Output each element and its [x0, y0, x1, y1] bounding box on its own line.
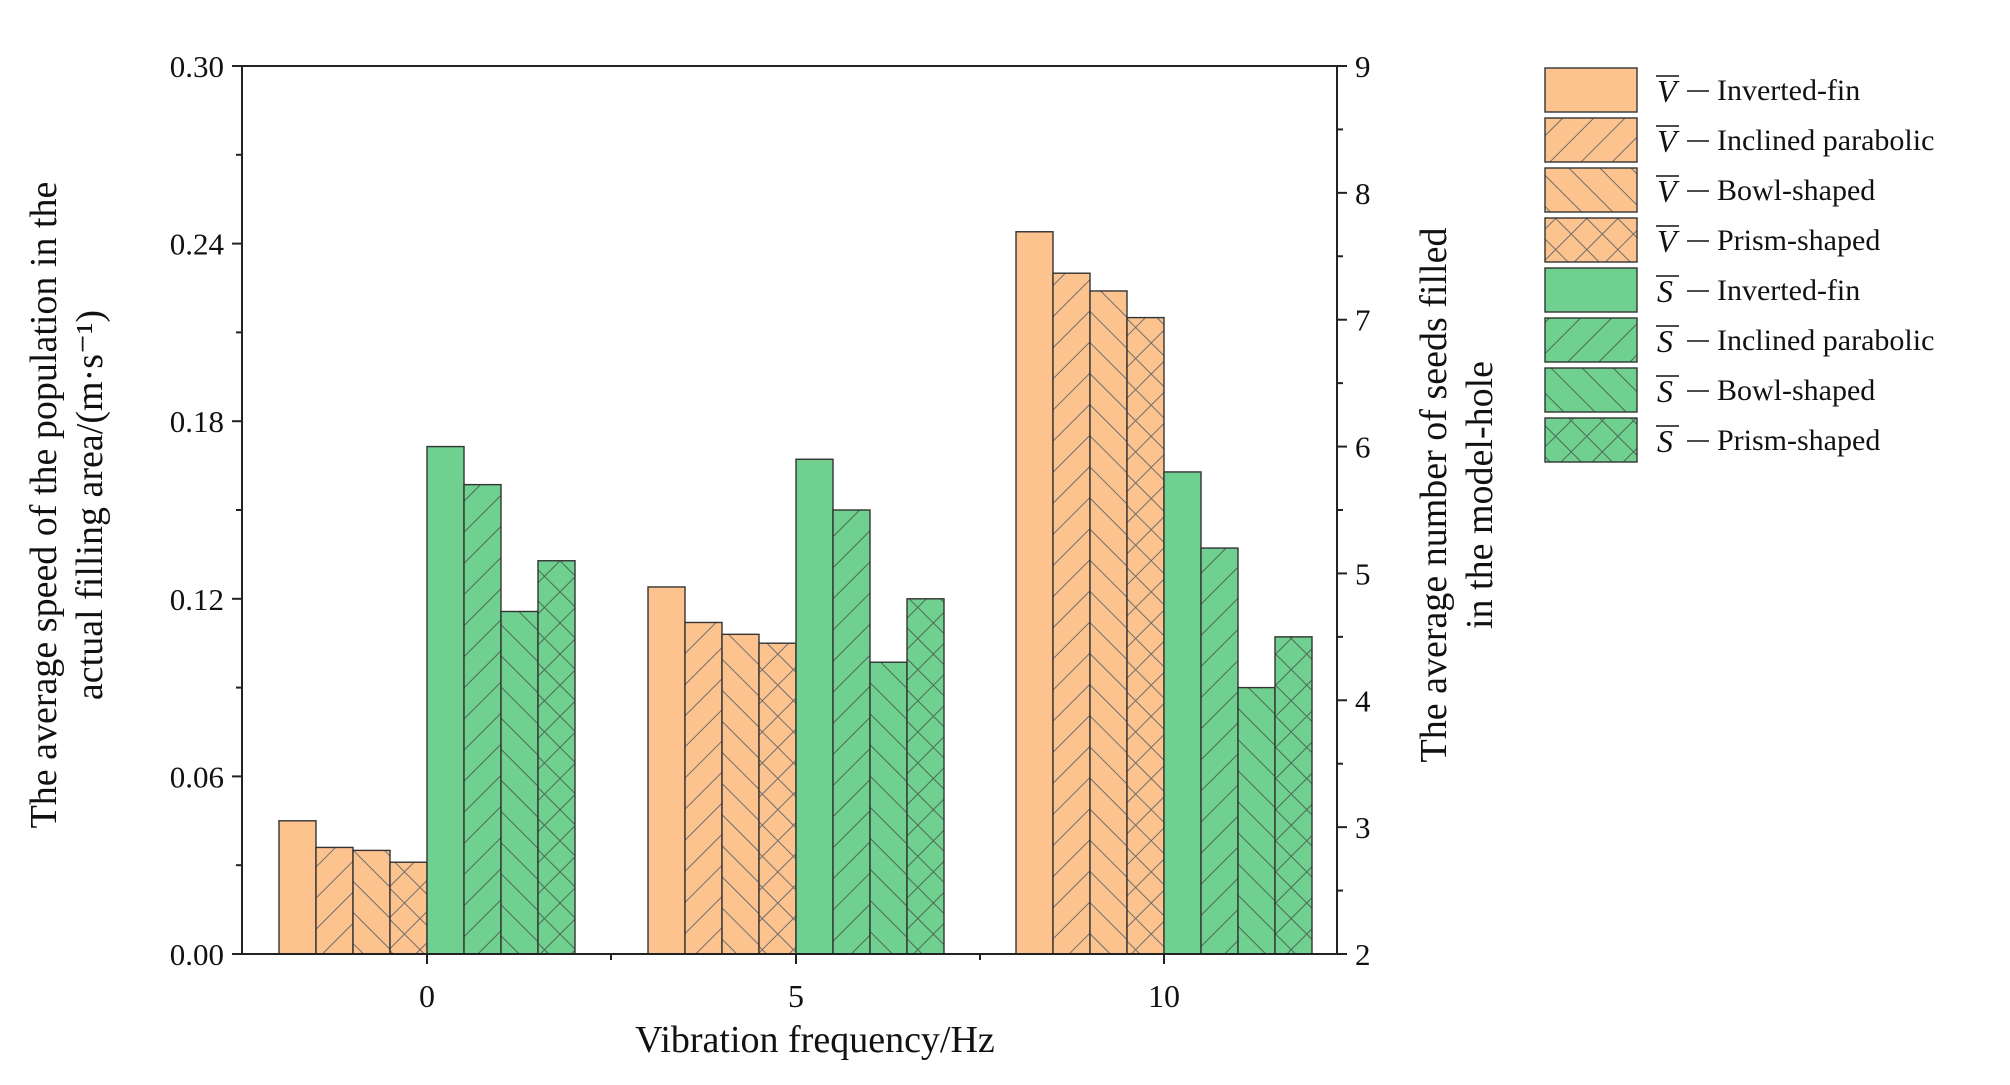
bar-V-prism-shaped-0hz [389, 861, 428, 955]
y2-tick-label: 9 [1355, 49, 1371, 84]
axes-layer: 0.00 0.06 0.12 0.18 0.24 0.30 2 3 4 5 6 7 8 9 0 5 10 [170, 49, 1371, 1014]
legend: V Inverted-fin V Inclined parabolic V Bowl-sh… [1544, 67, 1934, 463]
legend-item: S Inclined parabolic [1544, 317, 1934, 363]
y-tick-label: 0.06 [170, 759, 224, 794]
bar-V-inclined-parabolic-5hz [684, 621, 723, 955]
legend-label: Prism-shaped [1717, 224, 1880, 257]
legend-label: Bowl-shaped [1717, 174, 1875, 207]
bar-V-inverted-fin-0hz [278, 820, 317, 955]
legend-swatch [1544, 267, 1638, 313]
bar-S-bowl-shaped-5hz [869, 661, 908, 955]
bars-layer [278, 231, 1313, 955]
y-tick-label: 0.24 [170, 227, 225, 262]
legend-item: S Bowl-shaped [1544, 367, 1875, 413]
y-axis-title-line-1: The average speed of the population in t… [23, 182, 65, 829]
legend-label: Inverted-fin [1717, 274, 1860, 307]
legend-swatch [1544, 367, 1638, 413]
bar-S-inverted-fin-5hz [795, 458, 834, 955]
bar-S-prism-shaped-0hz [537, 560, 576, 955]
legend-swatch [1544, 417, 1638, 463]
bar-V-inverted-fin-5hz [647, 586, 686, 955]
legend-symbol: S [1657, 373, 1673, 409]
y-axis-title-line-2: actual filling area/(m·s⁻¹) [69, 310, 111, 700]
legend-swatch [1544, 217, 1638, 263]
bar-V-bowl-shaped-10hz [1089, 290, 1128, 955]
y-tick-label: 0.00 [170, 937, 224, 972]
bar-V-inclined-parabolic-10hz [1052, 272, 1091, 955]
legend-item: S Prism-shaped [1544, 417, 1880, 463]
y-tick-label: 0.18 [170, 404, 224, 439]
y2-tick-label: 2 [1355, 937, 1371, 972]
x-tick-label: 10 [1148, 978, 1180, 1014]
y2-tick-label: 3 [1355, 810, 1371, 845]
bar-S-inverted-fin-10hz [1163, 471, 1202, 955]
bar-S-inclined-parabolic-5hz [832, 509, 871, 955]
bar-S-inclined-parabolic-10hz [1200, 547, 1239, 955]
legend-symbol: V [1657, 73, 1680, 109]
x-axis-title: Vibration frequency/Hz [635, 1019, 995, 1061]
y2-tick-label: 6 [1355, 430, 1371, 465]
y2-tick-label: 7 [1355, 303, 1371, 338]
y-tick-label: 0.12 [170, 582, 224, 617]
bar-S-inverted-fin-0hz [426, 445, 465, 955]
legend-item: S Inverted-fin [1544, 267, 1860, 313]
bar-S-prism-shaped-10hz [1274, 636, 1313, 955]
y2-tick-label: 8 [1355, 176, 1371, 211]
legend-label: Inclined parabolic [1717, 124, 1934, 157]
bar-V-prism-shaped-5hz [758, 642, 797, 955]
bar-V-prism-shaped-10hz [1126, 316, 1165, 955]
legend-symbol: S [1657, 423, 1673, 459]
x-tick-label: 5 [788, 978, 804, 1014]
y2-tick-label: 4 [1355, 683, 1371, 718]
legend-symbol: V [1657, 223, 1680, 259]
legend-item: V Inverted-fin [1544, 67, 1860, 113]
legend-label: Prism-shaped [1717, 424, 1880, 457]
bar-V-bowl-shaped-0hz [352, 849, 391, 955]
bar-V-bowl-shaped-5hz [721, 633, 760, 955]
legend-item: V Prism-shaped [1544, 217, 1880, 263]
y2-axis-title: The average number of seeds filled in th… [1413, 228, 1501, 763]
legend-symbol: V [1657, 173, 1680, 209]
legend-item: V Inclined parabolic [1544, 117, 1934, 163]
y-tick-label: 0.30 [170, 49, 224, 84]
legend-label: Inclined parabolic [1717, 324, 1934, 357]
bar-V-inclined-parabolic-0hz [315, 846, 354, 955]
y2-axis-title-line-2: in the model-hole [1459, 361, 1501, 629]
y2-tick-label: 5 [1355, 556, 1371, 591]
x-tick-label: 0 [419, 978, 435, 1014]
legend-symbol: V [1657, 123, 1680, 159]
legend-symbol: S [1657, 273, 1673, 309]
bar-S-bowl-shaped-0hz [500, 610, 539, 955]
bar-V-inverted-fin-10hz [1015, 231, 1054, 955]
legend-label: Inverted-fin [1717, 74, 1860, 107]
legend-swatch [1544, 117, 1638, 163]
legend-item: V Bowl-shaped [1544, 167, 1875, 213]
legend-label: Bowl-shaped [1717, 374, 1875, 407]
y2-axis-title-line-1: The average number of seeds filled [1413, 228, 1455, 763]
y-axis-title: The average speed of the population in t… [23, 182, 111, 829]
legend-swatch [1544, 67, 1638, 113]
bar-S-prism-shaped-5hz [906, 598, 945, 955]
bar-S-inclined-parabolic-0hz [463, 483, 502, 955]
legend-swatch [1544, 167, 1638, 213]
legend-swatch [1544, 317, 1638, 363]
bar-S-bowl-shaped-10hz [1237, 686, 1276, 955]
legend-symbol: S [1657, 323, 1673, 359]
